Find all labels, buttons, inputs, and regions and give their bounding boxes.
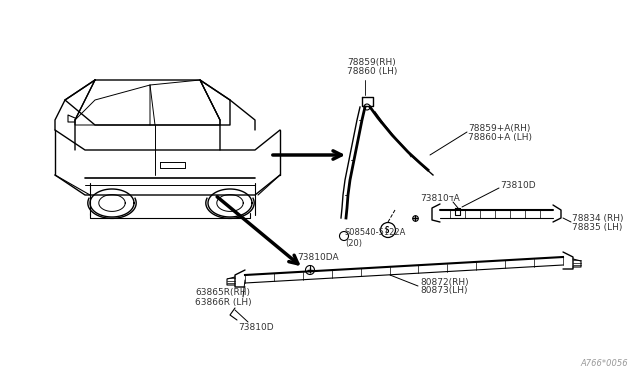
Text: 73810D: 73810D xyxy=(238,324,274,333)
Text: 73810DA: 73810DA xyxy=(297,253,339,263)
Text: A766*0056: A766*0056 xyxy=(580,359,628,368)
Text: 73810דA: 73810דA xyxy=(420,193,460,202)
Text: 80872(RH): 80872(RH) xyxy=(420,278,468,286)
Text: 78834 (RH): 78834 (RH) xyxy=(572,214,623,222)
Text: 78835 (LH): 78835 (LH) xyxy=(572,222,622,231)
Text: 63865R(RH): 63865R(RH) xyxy=(195,289,250,298)
Text: 73810D: 73810D xyxy=(500,180,536,189)
Text: 78859(RH): 78859(RH) xyxy=(348,58,396,67)
Text: 80873(LH): 80873(LH) xyxy=(420,286,467,295)
Text: 78860 (LH): 78860 (LH) xyxy=(347,67,397,76)
Text: 78860+A (LH): 78860+A (LH) xyxy=(468,132,532,141)
Text: 78859+A(RH): 78859+A(RH) xyxy=(468,124,531,132)
Text: 63866R (LH): 63866R (LH) xyxy=(195,298,252,307)
Text: S08540-5122A
(20): S08540-5122A (20) xyxy=(345,228,406,248)
Text: S: S xyxy=(385,225,389,234)
